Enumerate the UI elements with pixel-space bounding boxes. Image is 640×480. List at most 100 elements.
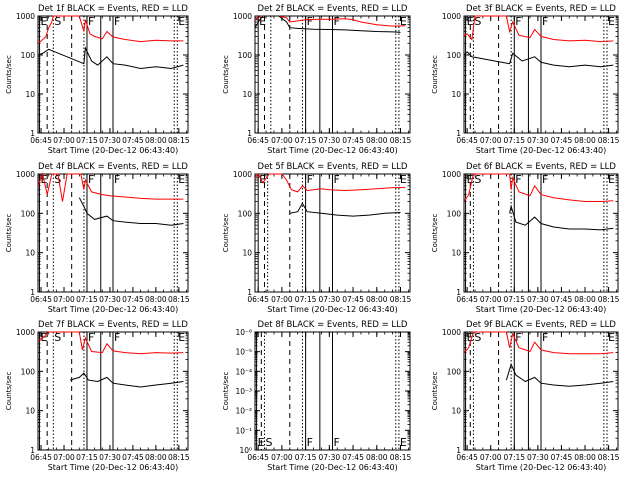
lld-series-line bbox=[37, 172, 184, 202]
lld-series-line bbox=[37, 15, 184, 44]
event-marker-label: E bbox=[41, 15, 48, 28]
x-tick-label: 07:45 bbox=[122, 295, 144, 304]
x-tick-label: 07:30 bbox=[319, 295, 341, 304]
y-tick-label: 10⁰ bbox=[239, 446, 252, 455]
x-axis-label: Start Time (20-Dec-12 06:43:40) bbox=[267, 305, 398, 314]
x-tick-label: 08:15 bbox=[168, 295, 190, 304]
x-tick-label: 08:00 bbox=[366, 453, 388, 462]
x-axis-label: Start Time (20-Dec-12 06:43:40) bbox=[48, 463, 179, 472]
event-marker-label: E bbox=[41, 331, 48, 344]
y-tick-label: 10 bbox=[451, 407, 461, 416]
y-axis-label: Counts/sec bbox=[431, 372, 439, 411]
x-tick-label: 07:00 bbox=[271, 453, 293, 462]
y-tick-label: 1 bbox=[456, 446, 461, 455]
x-tick-label: 07:45 bbox=[551, 295, 573, 304]
x-tick-label: 07:00 bbox=[53, 295, 75, 304]
x-tick-label: 07:15 bbox=[76, 295, 98, 304]
x-tick-label: 06:45 bbox=[247, 453, 269, 462]
chart-title: Det 4f BLACK = Events, RED = LLD bbox=[38, 162, 188, 172]
x-axis-label: Start Time (20-Dec-12 06:43:40) bbox=[267, 463, 398, 472]
x-tick-label: 08:15 bbox=[390, 136, 412, 145]
x-tick-label: 07:30 bbox=[99, 295, 121, 304]
chart-title: Det 7f BLACK = Events, RED = LLD bbox=[38, 320, 188, 330]
y-tick-label: 10⁻¹ bbox=[235, 426, 252, 435]
x-tick-label: 08:00 bbox=[574, 295, 596, 304]
event-marker-label: F bbox=[334, 15, 340, 28]
y-tick-label: 100 bbox=[21, 367, 36, 376]
y-tick-label: 1000 bbox=[233, 170, 252, 179]
event-marker-label: F bbox=[542, 331, 548, 344]
x-tick-label: 06:45 bbox=[30, 136, 52, 145]
y-tick-label: 1000 bbox=[442, 170, 461, 179]
x-tick-label: 08:15 bbox=[168, 453, 190, 462]
event-marker-label: S bbox=[474, 331, 481, 344]
event-marker-label: S bbox=[54, 15, 61, 28]
event-marker-label: S bbox=[265, 436, 272, 449]
y-axis-label: Counts/sec bbox=[5, 372, 13, 411]
x-tick-label: 07:45 bbox=[122, 136, 144, 145]
chart-panel-4: Det 4f BLACK = Events, RED = LLD 1 10 100 10… bbox=[5, 162, 190, 314]
y-axis-label: Counts/sec bbox=[5, 55, 13, 94]
y-tick-label: 1000 bbox=[442, 12, 461, 21]
event-marker-label: E bbox=[467, 173, 474, 186]
event-marker-label: S bbox=[474, 173, 481, 186]
chart-title: Det 1f BLACK = Events, RED = LLD bbox=[38, 4, 188, 14]
event-marker-label: F bbox=[307, 173, 313, 186]
x-axis-label: Start Time (20-Dec-12 06:43:40) bbox=[476, 305, 607, 314]
x-tick-label: 06:45 bbox=[456, 136, 478, 145]
lld-series-line bbox=[37, 331, 184, 355]
chart-title: Det 8f BLACK = Events, RED = LLD bbox=[258, 320, 408, 330]
event-marker-label: F bbox=[515, 173, 521, 186]
y-tick-label: 10⁻⁴ bbox=[235, 367, 252, 376]
event-marker-label: E bbox=[608, 331, 615, 344]
x-tick-label: 07:30 bbox=[99, 453, 121, 462]
x-tick-label: 06:45 bbox=[456, 295, 478, 304]
lld-series-line bbox=[463, 15, 614, 43]
x-tick-label: 08:00 bbox=[145, 453, 167, 462]
x-tick-label: 07:00 bbox=[480, 453, 502, 462]
y-tick-label: 10⁻³ bbox=[235, 387, 252, 396]
event-marker-label: E bbox=[608, 15, 615, 28]
y-tick-label: 1000 bbox=[233, 12, 252, 21]
x-axis-label: Start Time (20-Dec-12 06:43:40) bbox=[476, 463, 607, 472]
x-tick-label: 07:45 bbox=[551, 453, 573, 462]
chart-panel-8: Det 8f BLACK = Events, RED = LLD 10⁰ 10⁻¹ 1… bbox=[222, 320, 412, 472]
chart-panel-6: Det 6f BLACK = Events, RED = LLD 1 10 100 10… bbox=[431, 162, 620, 314]
x-tick-label: 07:00 bbox=[271, 295, 293, 304]
x-tick-label: 07:30 bbox=[319, 136, 341, 145]
event-marker-label: F bbox=[515, 15, 521, 28]
x-tick-label: 07:15 bbox=[76, 136, 98, 145]
x-tick-label: 08:15 bbox=[168, 136, 190, 145]
y-tick-label: 1 bbox=[456, 288, 461, 297]
x-tick-label: 07:15 bbox=[295, 295, 317, 304]
event-marker-label: F bbox=[542, 173, 548, 186]
event-marker-label: F bbox=[334, 436, 340, 449]
x-tick-label: 08:00 bbox=[366, 136, 388, 145]
event-marker-label: F bbox=[307, 15, 313, 28]
event-marker-label: E bbox=[608, 173, 615, 186]
event-marker-label: F bbox=[88, 173, 94, 186]
y-tick-label: 10 bbox=[25, 407, 35, 416]
x-tick-label: 07:00 bbox=[53, 136, 75, 145]
chart-panel-9: Det 9f BLACK = Events, RED = LLD 1 10 100 10… bbox=[431, 320, 620, 472]
chart-title: Det 5f BLACK = Events, RED = LLD bbox=[258, 162, 408, 172]
x-tick-label: 08:15 bbox=[390, 295, 412, 304]
y-tick-label: 10 bbox=[242, 90, 252, 99]
y-tick-label: 100 bbox=[447, 367, 462, 376]
x-tick-label: 07:00 bbox=[53, 453, 75, 462]
x-tick-label: 07:15 bbox=[295, 136, 317, 145]
x-tick-label: 07:15 bbox=[76, 453, 98, 462]
event-marker-label: F bbox=[515, 331, 521, 344]
events-series-line bbox=[463, 51, 614, 68]
y-tick-label: 1000 bbox=[16, 170, 35, 179]
y-tick-label: 100 bbox=[447, 51, 462, 60]
y-axis-label: Counts/sec bbox=[222, 372, 230, 411]
y-tick-label: 10⁻⁶ bbox=[235, 328, 252, 337]
y-tick-label: 1 bbox=[247, 129, 252, 138]
chart-title: Det 9f BLACK = Events, RED = LLD bbox=[466, 320, 616, 330]
chart-panel-2: Det 2f BLACK = Events, RED = LLD 1 10 100 10… bbox=[222, 4, 412, 155]
lld-series-line bbox=[463, 173, 614, 202]
y-tick-label: 1 bbox=[456, 129, 461, 138]
event-marker-label: E bbox=[178, 331, 185, 344]
